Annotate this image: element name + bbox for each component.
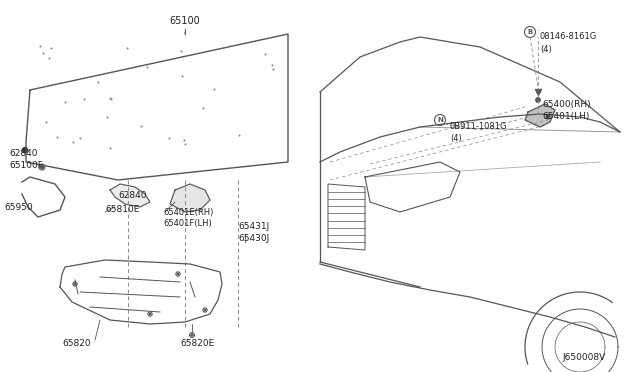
Circle shape [40, 166, 44, 169]
Circle shape [177, 273, 179, 275]
Text: 65100: 65100 [170, 16, 200, 26]
Text: N: N [437, 117, 443, 123]
Circle shape [74, 283, 76, 285]
Text: 65401E(RH): 65401E(RH) [163, 208, 213, 217]
Text: 65810E: 65810E [105, 205, 140, 214]
Text: 62840: 62840 [9, 148, 38, 157]
Text: (4): (4) [540, 45, 552, 54]
Text: 65401F(LH): 65401F(LH) [163, 218, 212, 228]
Text: 65431J: 65431J [238, 221, 269, 231]
Text: 62840: 62840 [118, 190, 147, 199]
Circle shape [22, 148, 28, 153]
Text: 65100F: 65100F [9, 160, 43, 170]
Text: J650008V: J650008V [562, 353, 605, 362]
Polygon shape [110, 184, 150, 207]
Circle shape [546, 115, 550, 119]
Text: B: B [527, 29, 532, 35]
Circle shape [191, 334, 193, 336]
Text: (4): (4) [450, 134, 461, 143]
Text: 65401(LH): 65401(LH) [542, 112, 589, 121]
Text: 65430J: 65430J [238, 234, 269, 243]
Polygon shape [525, 104, 555, 127]
Circle shape [149, 313, 151, 315]
Text: 0B911-1081G: 0B911-1081G [450, 122, 508, 131]
Text: 65950: 65950 [4, 202, 33, 212]
Circle shape [204, 309, 206, 311]
Text: 65820: 65820 [62, 340, 91, 349]
Circle shape [536, 98, 540, 102]
Text: 65820E: 65820E [180, 340, 214, 349]
Polygon shape [170, 184, 210, 212]
Text: 65400(RH): 65400(RH) [542, 99, 591, 109]
Text: 08146-8161G: 08146-8161G [540, 32, 597, 41]
Text: B: B [538, 29, 539, 31]
